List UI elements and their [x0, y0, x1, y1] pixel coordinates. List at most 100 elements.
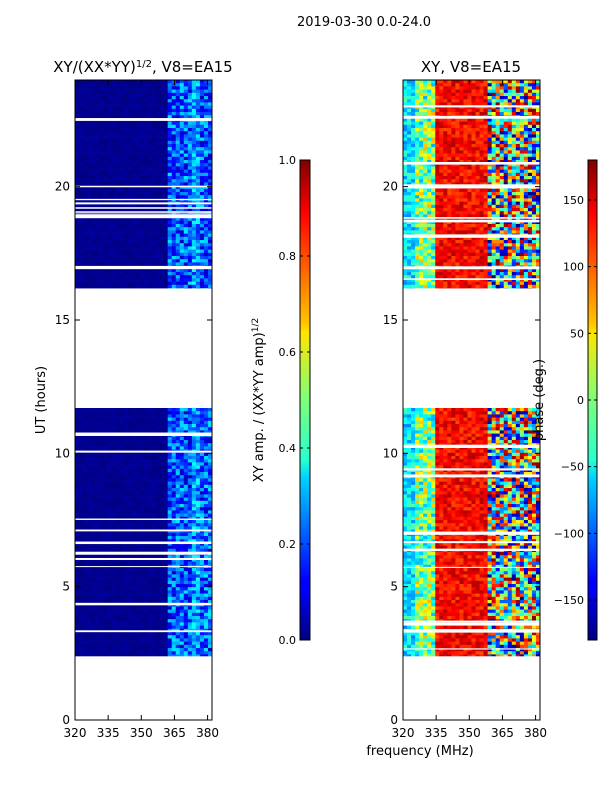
- left-heatmap-cell: [87, 609, 92, 614]
- left-heatmap-cell: [127, 227, 132, 231]
- left-heatmap-cell: [131, 609, 136, 614]
- left-heatmap-cell: [191, 606, 197, 610]
- left-heatmap-cell: [123, 654, 128, 657]
- left-heatmap-cell: [183, 112, 189, 116]
- left-heatmap-cell: [191, 246, 197, 250]
- left-heatmap-cell: [163, 574, 169, 578]
- left-heatmap-cell: [191, 571, 197, 575]
- left-heatmap-cell: [75, 211, 80, 215]
- left-heatmap-cell: [95, 281, 100, 286]
- left-heatmap-cell: [155, 217, 161, 222]
- left-heatmap-cell: [99, 134, 104, 138]
- left-heatmap-cell: [151, 262, 156, 266]
- left-heatmap-cell: [131, 408, 136, 412]
- left-heatmap-cell: [159, 593, 165, 598]
- left-heatmap-cell: [163, 606, 169, 610]
- left-heatmap-cell: [135, 160, 140, 164]
- left-heatmap-cell: [95, 92, 100, 97]
- left-heatmap-cell: [151, 616, 156, 620]
- left-heatmap-cell: [79, 217, 84, 222]
- left-heatmap-cell: [183, 137, 189, 142]
- left-heatmap-cell: [135, 593, 140, 598]
- left-heatmap-cell: [199, 246, 205, 250]
- left-heatmap-cell: [183, 169, 189, 174]
- left-heatmap-cell: [159, 571, 165, 575]
- left-heatmap-cell: [135, 481, 140, 486]
- left-heatmap-cell: [91, 430, 96, 434]
- left-heatmap-cell: [175, 108, 181, 113]
- left-heatmap-cell: [131, 577, 136, 582]
- left-heatmap-cell: [179, 80, 185, 84]
- left-heatmap-cell: [135, 648, 140, 652]
- left-heatmap-cell: [123, 488, 128, 492]
- left-heatmap-cell: [91, 230, 96, 234]
- left-heatmap-cell: [107, 188, 112, 193]
- left-heatmap-cell: [103, 233, 108, 238]
- left-heatmap-cell: [147, 272, 152, 276]
- left-heatmap-cell: [103, 644, 108, 649]
- left-heatmap-cell: [171, 249, 177, 254]
- left-heatmap-cell: [75, 96, 80, 100]
- left-heatmap-cell: [131, 561, 136, 566]
- left-heatmap-cell: [151, 456, 156, 460]
- left-heatmap-cell: [79, 430, 84, 434]
- left-heatmap-cell: [175, 446, 181, 450]
- left-heatmap-cell: [147, 236, 152, 241]
- left-heatmap-cell: [131, 420, 136, 425]
- left-heatmap-cell: [111, 150, 116, 154]
- left-heatmap-cell: [95, 651, 100, 655]
- left-heatmap-cell: [175, 494, 181, 498]
- left-heatmap-cell: [139, 507, 144, 511]
- left-heatmap-cell: [175, 137, 181, 142]
- left-heatmap-cell: [99, 596, 104, 601]
- left-heatmap-cell: [171, 526, 177, 530]
- left-heatmap-cell: [207, 584, 212, 588]
- left-heatmap-cell: [167, 638, 173, 642]
- left-heatmap-cell: [203, 462, 209, 466]
- left-heatmap-cell: [147, 632, 152, 636]
- left-heatmap-cell: [111, 147, 116, 151]
- left-heatmap-cell: [99, 96, 104, 100]
- left-heatmap-cell: [199, 632, 205, 636]
- left-heatmap-cell: [119, 243, 124, 247]
- left-heatmap-cell: [179, 619, 185, 623]
- left-heatmap-cell: [83, 456, 88, 460]
- left-heatmap-cell: [195, 89, 201, 94]
- left-heatmap-cell: [103, 147, 108, 151]
- left-heatmap-cell: [119, 224, 124, 228]
- left-heatmap-cell: [151, 124, 156, 129]
- left-heatmap-cell: [159, 481, 165, 486]
- left-heatmap-cell: [79, 259, 84, 263]
- left-heatmap-cell: [95, 491, 100, 495]
- left-heatmap-cell: [131, 108, 136, 113]
- left-heatmap-cell: [111, 542, 116, 546]
- left-heatmap-cell: [155, 475, 161, 479]
- left-heatmap-cell: [199, 249, 205, 254]
- left-heatmap-cell: [107, 507, 112, 511]
- left-heatmap-cell: [147, 443, 152, 447]
- left-heatmap-cell: [75, 217, 80, 222]
- left-heatmap-cell: [171, 246, 177, 250]
- left-heatmap-cell: [187, 577, 193, 582]
- left-heatmap-cell: [115, 182, 120, 186]
- left-heatmap-cell: [159, 92, 165, 97]
- left-heatmap-cell: [87, 638, 92, 642]
- left-heatmap-cell: [99, 491, 104, 495]
- left-heatmap-cell: [83, 558, 88, 562]
- left-heatmap-cell: [203, 179, 209, 183]
- left-heatmap-cell: [107, 160, 112, 164]
- left-heatmap-cell: [183, 587, 189, 591]
- left-heatmap-cell: [151, 252, 156, 257]
- left-heatmap-cell: [151, 414, 156, 418]
- left-heatmap-cell: [99, 574, 104, 578]
- left-heatmap-cell: [207, 606, 212, 610]
- left-flagged-row: [75, 557, 212, 561]
- left-heatmap-cell: [187, 163, 193, 167]
- left-heatmap-cell: [183, 131, 189, 135]
- left-heatmap-cell: [139, 465, 144, 470]
- right-heatmap-cell: [435, 408, 440, 412]
- left-heatmap-cell: [127, 625, 132, 630]
- left-heatmap-cell: [79, 150, 84, 154]
- left-heatmap-cell: [103, 408, 108, 412]
- left-heatmap-cell: [123, 233, 128, 238]
